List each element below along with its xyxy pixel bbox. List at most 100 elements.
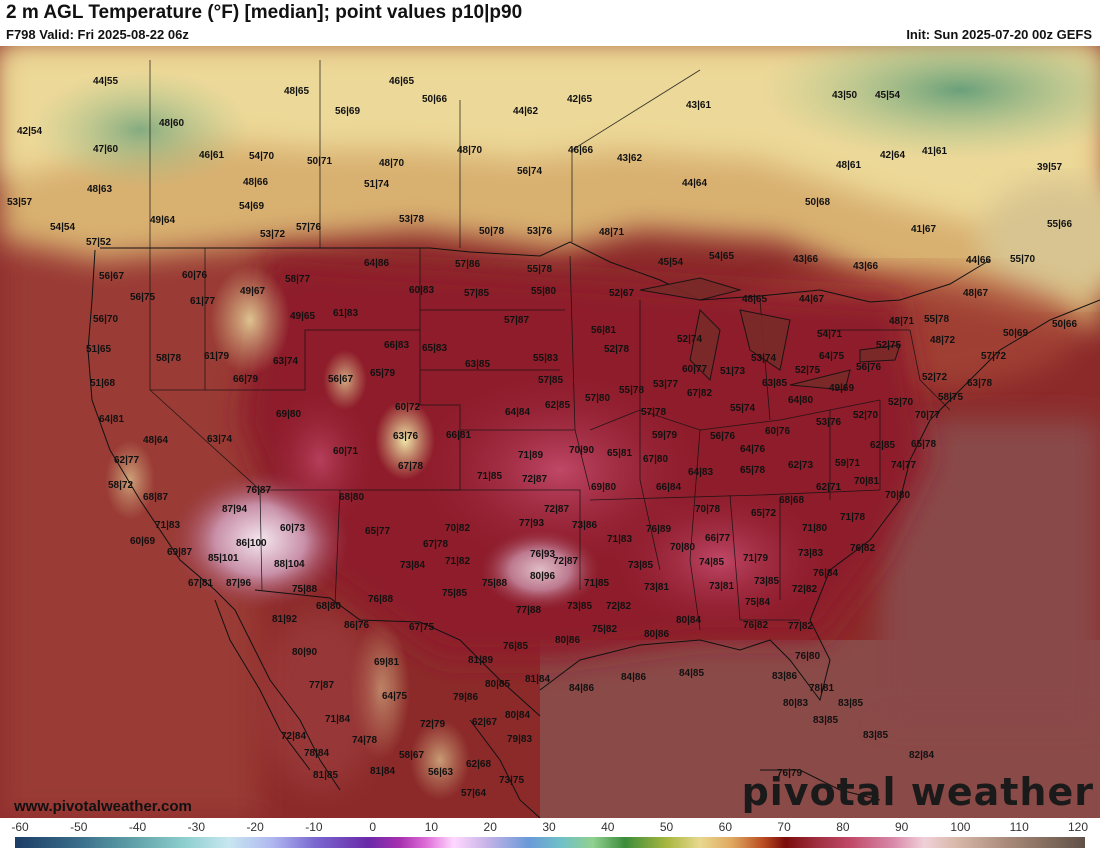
point-value: 84|86 [569,683,595,694]
point-value: 76|85 [503,641,529,652]
point-value: 64|76 [740,444,766,455]
point-value: 72|82 [792,584,818,595]
point-value: 70|77 [915,410,941,421]
point-value: 86|76 [344,620,370,631]
point-value: 57|87 [504,315,530,326]
point-value: 67|80 [643,454,669,465]
point-value: 60|76 [182,270,208,281]
point-value: 49|64 [150,215,176,226]
point-value: 57|85 [464,288,490,299]
point-value: 57|78 [641,407,667,418]
point-value: 64|83 [688,467,714,478]
point-value: 56|70 [93,314,119,325]
point-value: 52|67 [609,288,635,299]
point-value: 83|86 [772,671,798,682]
point-value: 73|81 [709,581,735,592]
point-value: 55|80 [531,286,557,297]
point-value: 63|76 [393,431,419,442]
point-value: 41|67 [911,224,937,235]
point-value: 77|88 [516,605,542,616]
point-value: 67|78 [398,461,424,472]
point-value: 76|93 [530,549,556,560]
point-value: 41|61 [922,146,948,157]
point-value: 68|80 [339,492,365,503]
temperature-map[interactable] [0,46,1100,818]
point-value: 48|64 [143,435,169,446]
point-value: 63|74 [273,356,299,367]
point-value: 60|77 [682,364,708,375]
point-value: 52|72 [922,372,948,383]
point-value: 44|62 [513,106,539,117]
point-value: 69|80 [591,482,617,493]
point-value: 87|96 [226,578,252,589]
point-value: 71|83 [607,534,633,545]
point-value: 54|54 [50,222,76,233]
point-value: 49|65 [290,311,316,322]
point-value: 76|80 [795,651,821,662]
point-value: 80|84 [505,710,531,721]
point-value: 76|88 [368,594,394,605]
point-value: 52|75 [876,340,902,351]
point-value: 57|72 [981,351,1007,362]
point-value: 65|79 [370,368,396,379]
point-value: 48|61 [836,160,862,171]
point-value: 50|66 [422,94,448,105]
legend-tick: 80 [836,820,850,834]
point-value: 48|63 [87,184,113,195]
point-value: 67|75 [409,622,435,633]
point-value: 71|82 [445,556,471,567]
point-value: 57|80 [585,393,611,404]
point-value: 62|77 [114,455,140,466]
point-value: 43|66 [793,254,819,265]
point-value: 48|67 [963,288,989,299]
point-value: 56|67 [99,271,125,282]
point-value: 73|86 [572,520,598,531]
legend-tick: 40 [601,820,615,834]
point-value: 76|89 [646,524,672,535]
point-value: 73|85 [567,601,593,612]
point-value: 79|86 [453,692,479,703]
point-value: 81|85 [313,770,339,781]
point-value: 50|78 [479,226,505,237]
point-value: 83|85 [838,698,864,709]
point-value: 72|87 [553,556,579,567]
point-value: 72|87 [544,504,570,515]
point-value: 49|67 [240,286,266,297]
point-value: 53|76 [816,417,842,428]
point-value: 86|100 [236,538,267,549]
point-value: 85|101 [208,553,239,564]
point-value: 43|61 [686,100,712,111]
point-value: 60|69 [130,536,156,547]
point-value: 64|84 [505,407,531,418]
point-value: 77|82 [788,621,814,632]
point-value: 58|72 [108,480,134,491]
point-value: 77|87 [309,680,335,691]
point-value: 60|76 [765,426,791,437]
point-value: 58|67 [399,750,425,761]
legend-tick: 20 [483,820,497,834]
point-value: 55|78 [924,314,950,325]
point-value: 53|72 [260,229,286,240]
point-value: 62|71 [816,482,842,493]
point-value: 73|85 [754,576,780,587]
point-value: 72|87 [522,474,548,485]
map-canvas [0,46,1100,818]
point-value: 72|82 [606,601,632,612]
point-value: 75|88 [482,578,508,589]
point-value: 70|78 [695,504,721,515]
point-value: 64|80 [788,395,814,406]
point-value: 50|68 [805,197,831,208]
point-value: 62|85 [545,400,571,411]
point-value: 57|85 [538,375,564,386]
point-value: 71|85 [477,471,503,482]
point-value: 54|65 [709,251,735,262]
point-value: 53|74 [751,353,777,364]
legend-tick: 0 [369,820,376,834]
point-value: 66|79 [233,374,259,385]
point-value: 39|57 [1037,162,1063,173]
point-value: 48|65 [284,86,310,97]
point-value: 71|83 [155,520,181,531]
point-value: 55|70 [1010,254,1036,265]
website-url[interactable]: www.pivotalweather.com [14,798,192,815]
point-value: 50|66 [1052,319,1078,330]
